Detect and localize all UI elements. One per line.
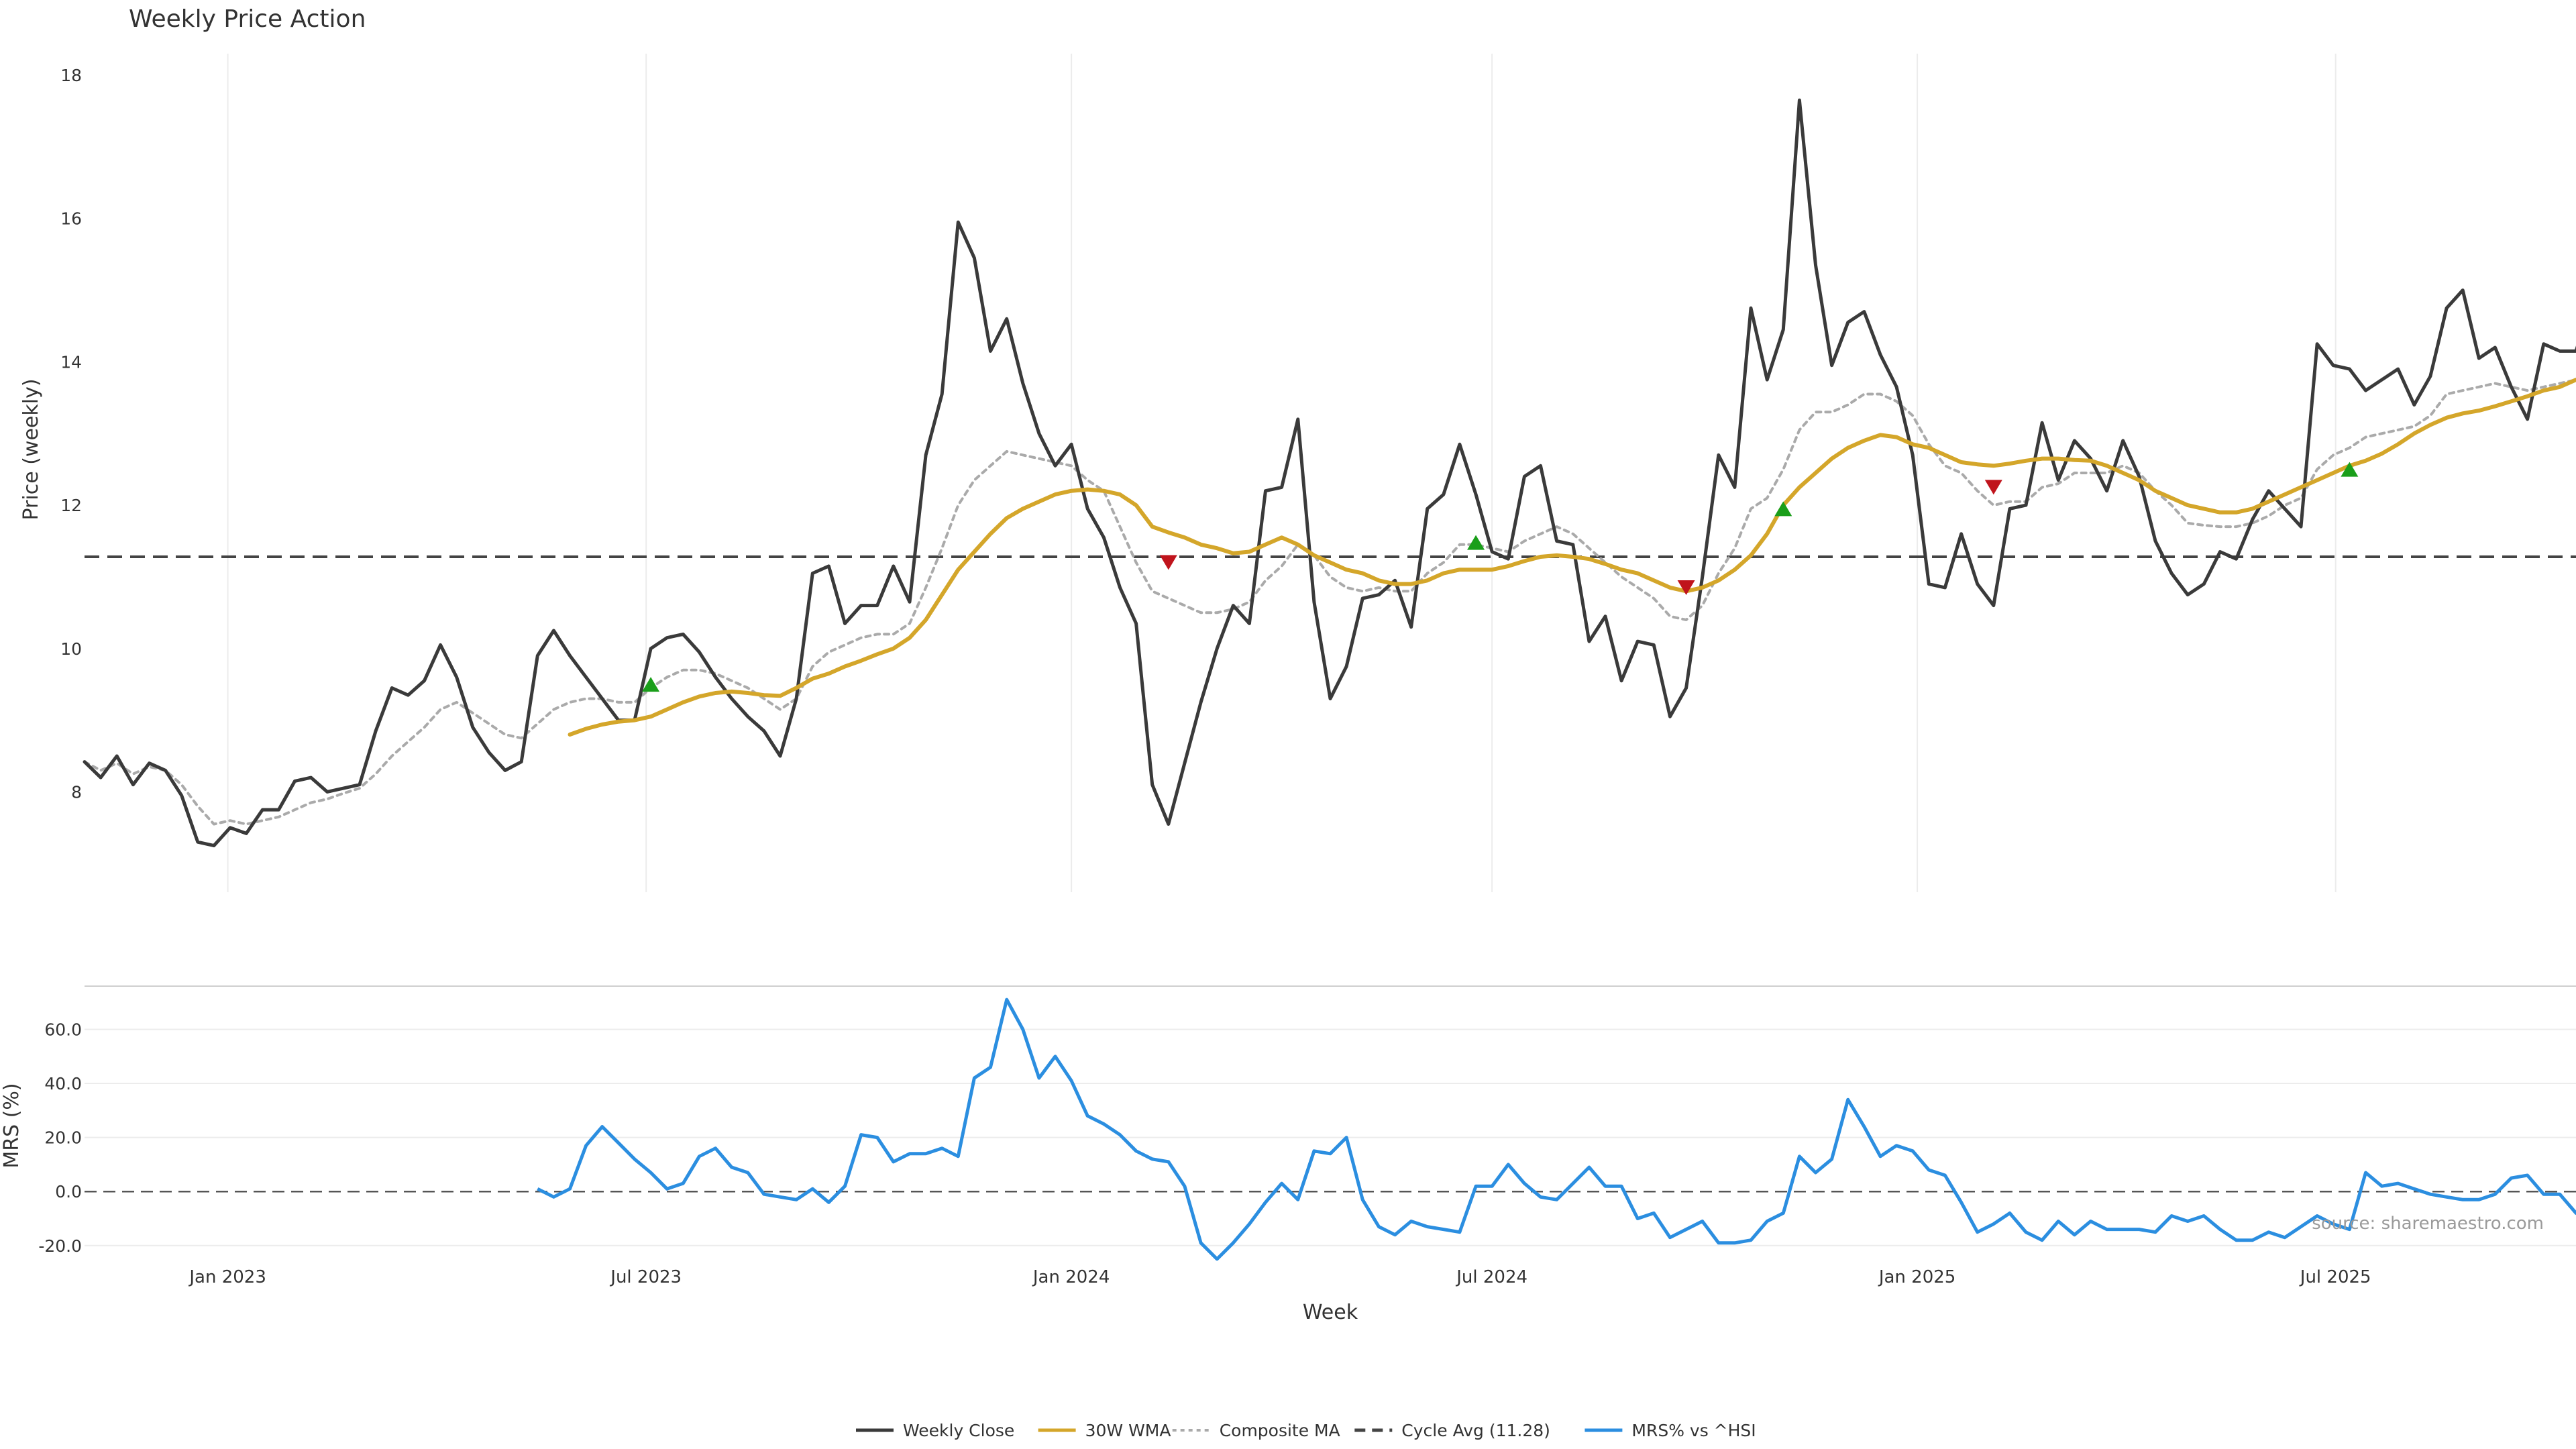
signal-markers (642, 462, 2359, 692)
x-tick-label: Jul 2023 (609, 1267, 682, 1287)
buy-signal-marker (1774, 501, 1792, 517)
mrs-y-tick-label: -20.0 (38, 1236, 82, 1256)
mrs-series-group (537, 998, 2576, 1261)
x-tick-label: Jul 2025 (2299, 1267, 2371, 1287)
x-tick-label: Jan 2025 (1878, 1267, 1956, 1287)
legend-label-30w-wma: 30W WMA (1085, 1421, 1171, 1440)
legend-label-mrs-vs-hsi: MRS% vs ^HSI (1631, 1421, 1756, 1440)
legend-label-cycle-avg-11-28: Cycle Avg (11.28) (1401, 1421, 1550, 1440)
mrs-y-axis-label: MRS (%) (0, 1083, 23, 1168)
price-y-axis-label: Price (weekly) (19, 378, 43, 520)
price-series-group (83, 98, 2576, 848)
price-y-axis: 8 10 12 14 16 18 (60, 66, 82, 802)
price-y-tick-label: 16 (60, 209, 82, 229)
mrs-panel-grid (85, 985, 2576, 1246)
sell-signal-marker (1159, 555, 1177, 570)
x-tick-label: Jan 2023 (188, 1267, 266, 1287)
price-y-tick-label: 12 (60, 496, 82, 515)
x-tick-label: Jan 2024 (1032, 1267, 1110, 1287)
price-y-tick-label: 18 (60, 66, 82, 85)
mrs-y-axis: -20.0 0.0 20.0 40.0 60.0 (38, 1020, 82, 1255)
series-line-30w-wma (568, 378, 2576, 737)
legend: Weekly Close 30W WMA Composite MA Cycle Avg… (856, 1421, 1756, 1440)
price-panel-grid (227, 54, 2337, 892)
price-y-tick-label: 8 (71, 782, 82, 802)
sell-signal-marker (1984, 480, 2002, 495)
x-axis: Jan 2023 Jul 2023 Jan 2024 Jul 2024 Jan 2025… (188, 1267, 2371, 1287)
legend-label-weekly-close: Weekly Close (903, 1421, 1014, 1440)
series-line-weekly-close (83, 98, 2576, 848)
chart-title: Weekly Price Action (129, 5, 366, 33)
x-axis-label: Week (1303, 1301, 1358, 1324)
x-tick-label: Jul 2024 (1455, 1267, 1527, 1287)
source-note: source: sharemaestro.com (2312, 1214, 2544, 1234)
mrs-y-tick-label: 60.0 (44, 1020, 82, 1039)
mrs-y-tick-label: 0.0 (55, 1182, 82, 1201)
series-line-composite-ma (83, 378, 2576, 826)
sell-signal-marker (1677, 580, 1695, 595)
buy-signal-marker (2341, 462, 2359, 477)
legend-label-composite-ma: Composite MA (1220, 1421, 1340, 1440)
mrs-y-tick-label: 20.0 (44, 1128, 82, 1148)
buy-signal-marker (1467, 535, 1485, 550)
price-y-tick-label: 10 (60, 639, 82, 659)
buy-signal-marker (642, 677, 660, 692)
mrs-y-tick-label: 40.0 (44, 1074, 82, 1093)
price-y-tick-label: 14 (60, 352, 82, 372)
series-line-mrs-vs-hsi (537, 998, 2576, 1261)
